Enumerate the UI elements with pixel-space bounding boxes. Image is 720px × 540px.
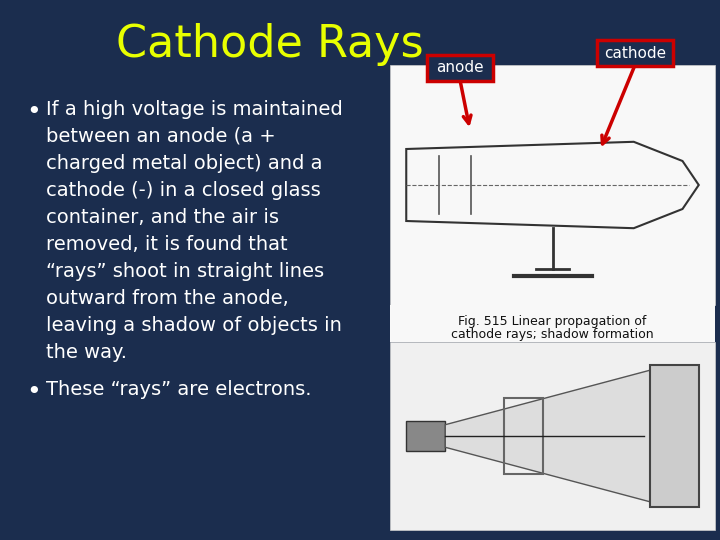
Bar xyxy=(390,342,715,530)
Polygon shape xyxy=(445,370,650,502)
Text: leaving a shadow of objects in: leaving a shadow of objects in xyxy=(46,316,342,335)
Text: Fig. 515 Linear propagation of: Fig. 515 Linear propagation of xyxy=(459,315,647,328)
Bar xyxy=(504,399,543,474)
Text: “rays” shoot in straight lines: “rays” shoot in straight lines xyxy=(46,262,324,281)
Bar xyxy=(650,364,698,508)
Text: Cathode Rays: Cathode Rays xyxy=(116,24,424,66)
FancyBboxPatch shape xyxy=(427,55,493,81)
Text: •: • xyxy=(26,380,41,404)
Text: between an anode (a +: between an anode (a + xyxy=(46,127,276,146)
Text: •: • xyxy=(26,100,41,124)
Text: container, and the air is: container, and the air is xyxy=(46,208,279,227)
Text: charged metal object) and a: charged metal object) and a xyxy=(46,154,323,173)
Text: anode: anode xyxy=(436,60,484,76)
Text: outward from the anode,: outward from the anode, xyxy=(46,289,289,308)
Text: cathode: cathode xyxy=(604,45,666,60)
FancyBboxPatch shape xyxy=(597,40,673,66)
Bar xyxy=(390,65,715,305)
Text: If a high voltage is maintained: If a high voltage is maintained xyxy=(46,100,343,119)
Bar xyxy=(406,421,445,451)
Bar xyxy=(390,305,715,342)
Text: removed, it is found that: removed, it is found that xyxy=(46,235,287,254)
Text: the way.: the way. xyxy=(46,343,127,362)
Text: These “rays” are electrons.: These “rays” are electrons. xyxy=(46,380,312,399)
Text: cathode rays; shadow formation: cathode rays; shadow formation xyxy=(451,328,654,341)
Text: cathode (-) in a closed glass: cathode (-) in a closed glass xyxy=(46,181,320,200)
